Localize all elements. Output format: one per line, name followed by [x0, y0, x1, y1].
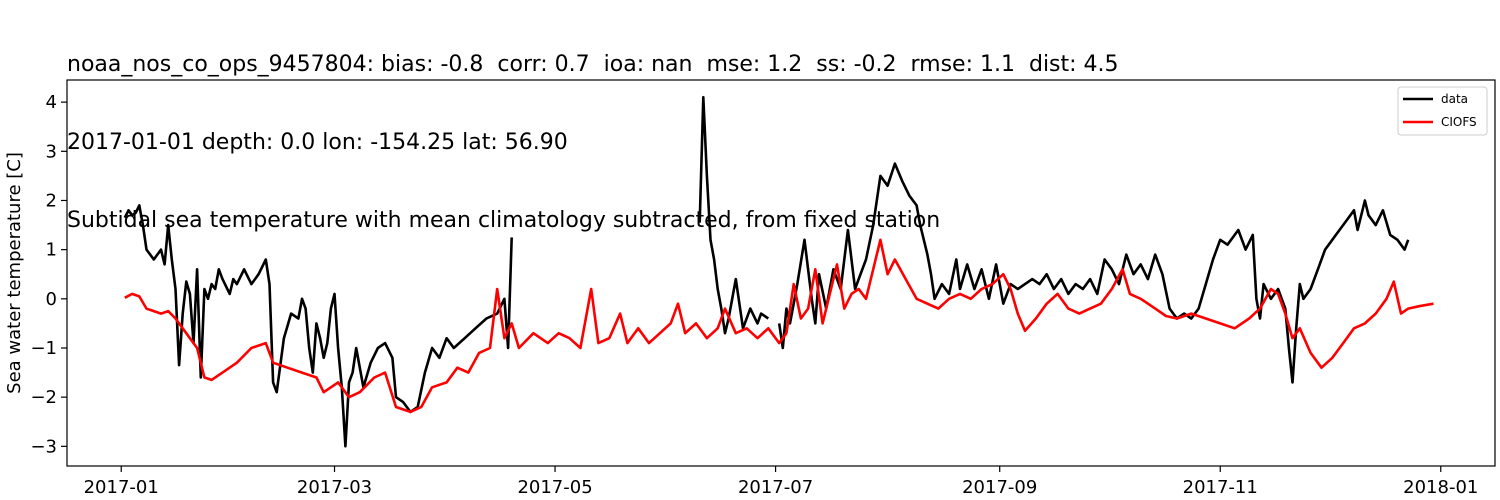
x-tick-label: 2017-05: [517, 477, 592, 498]
plot-frame: [66, 79, 1496, 467]
y-tick-label: 2: [46, 190, 57, 211]
y-axis-label: Sea water temperature [C]: [4, 152, 25, 394]
x-tick-label: 2017-07: [738, 477, 813, 498]
y-tick-label: −2: [30, 387, 57, 408]
title-line-1: noaa_nos_co_ops_9457804: bias: -0.8 corr…: [67, 52, 1119, 77]
series-data-line-3: [777, 162, 1410, 384]
x-tick-label: 2017-09: [962, 477, 1037, 498]
legend: data CIOFS: [1397, 86, 1488, 136]
series-data-line-2: [698, 95, 770, 335]
title-line-3: Subtidal sea temperature with mean clima…: [67, 208, 941, 233]
y-tick-label: −1: [30, 338, 57, 359]
title-line-2: 2017-01-01 depth: 0.0 lon: -154.25 lat: …: [67, 130, 568, 155]
x-tick-label: 2018-01: [1403, 477, 1478, 498]
y-axis: −3 −2 −1 0 1 2 3 4: [30, 92, 67, 457]
series-layer: [123, 95, 1434, 448]
x-tick-label: 2017-01: [84, 477, 159, 498]
series-data-line-1: [123, 204, 513, 448]
y-tick-label: 1: [46, 240, 57, 261]
y-tick-label: 4: [46, 92, 57, 113]
legend-label-ciofs: CIOFS: [1441, 115, 1477, 129]
chart-title: noaa_nos_co_ops_9457804: bias: -0.8 corr…: [67, 0, 1119, 260]
x-tick-label: 2017-11: [1183, 477, 1258, 498]
legend-label-data: data: [1441, 92, 1468, 106]
y-tick-label: 3: [46, 141, 57, 162]
x-tick-label: 2017-03: [297, 477, 372, 498]
y-tick-label: 0: [46, 289, 57, 310]
x-axis: 2017-01 2017-03 2017-05 2017-07 2017-09 2017-…: [84, 466, 1478, 498]
y-tick-label: −3: [30, 436, 57, 457]
series-ciofs-line-1: [124, 238, 1434, 414]
